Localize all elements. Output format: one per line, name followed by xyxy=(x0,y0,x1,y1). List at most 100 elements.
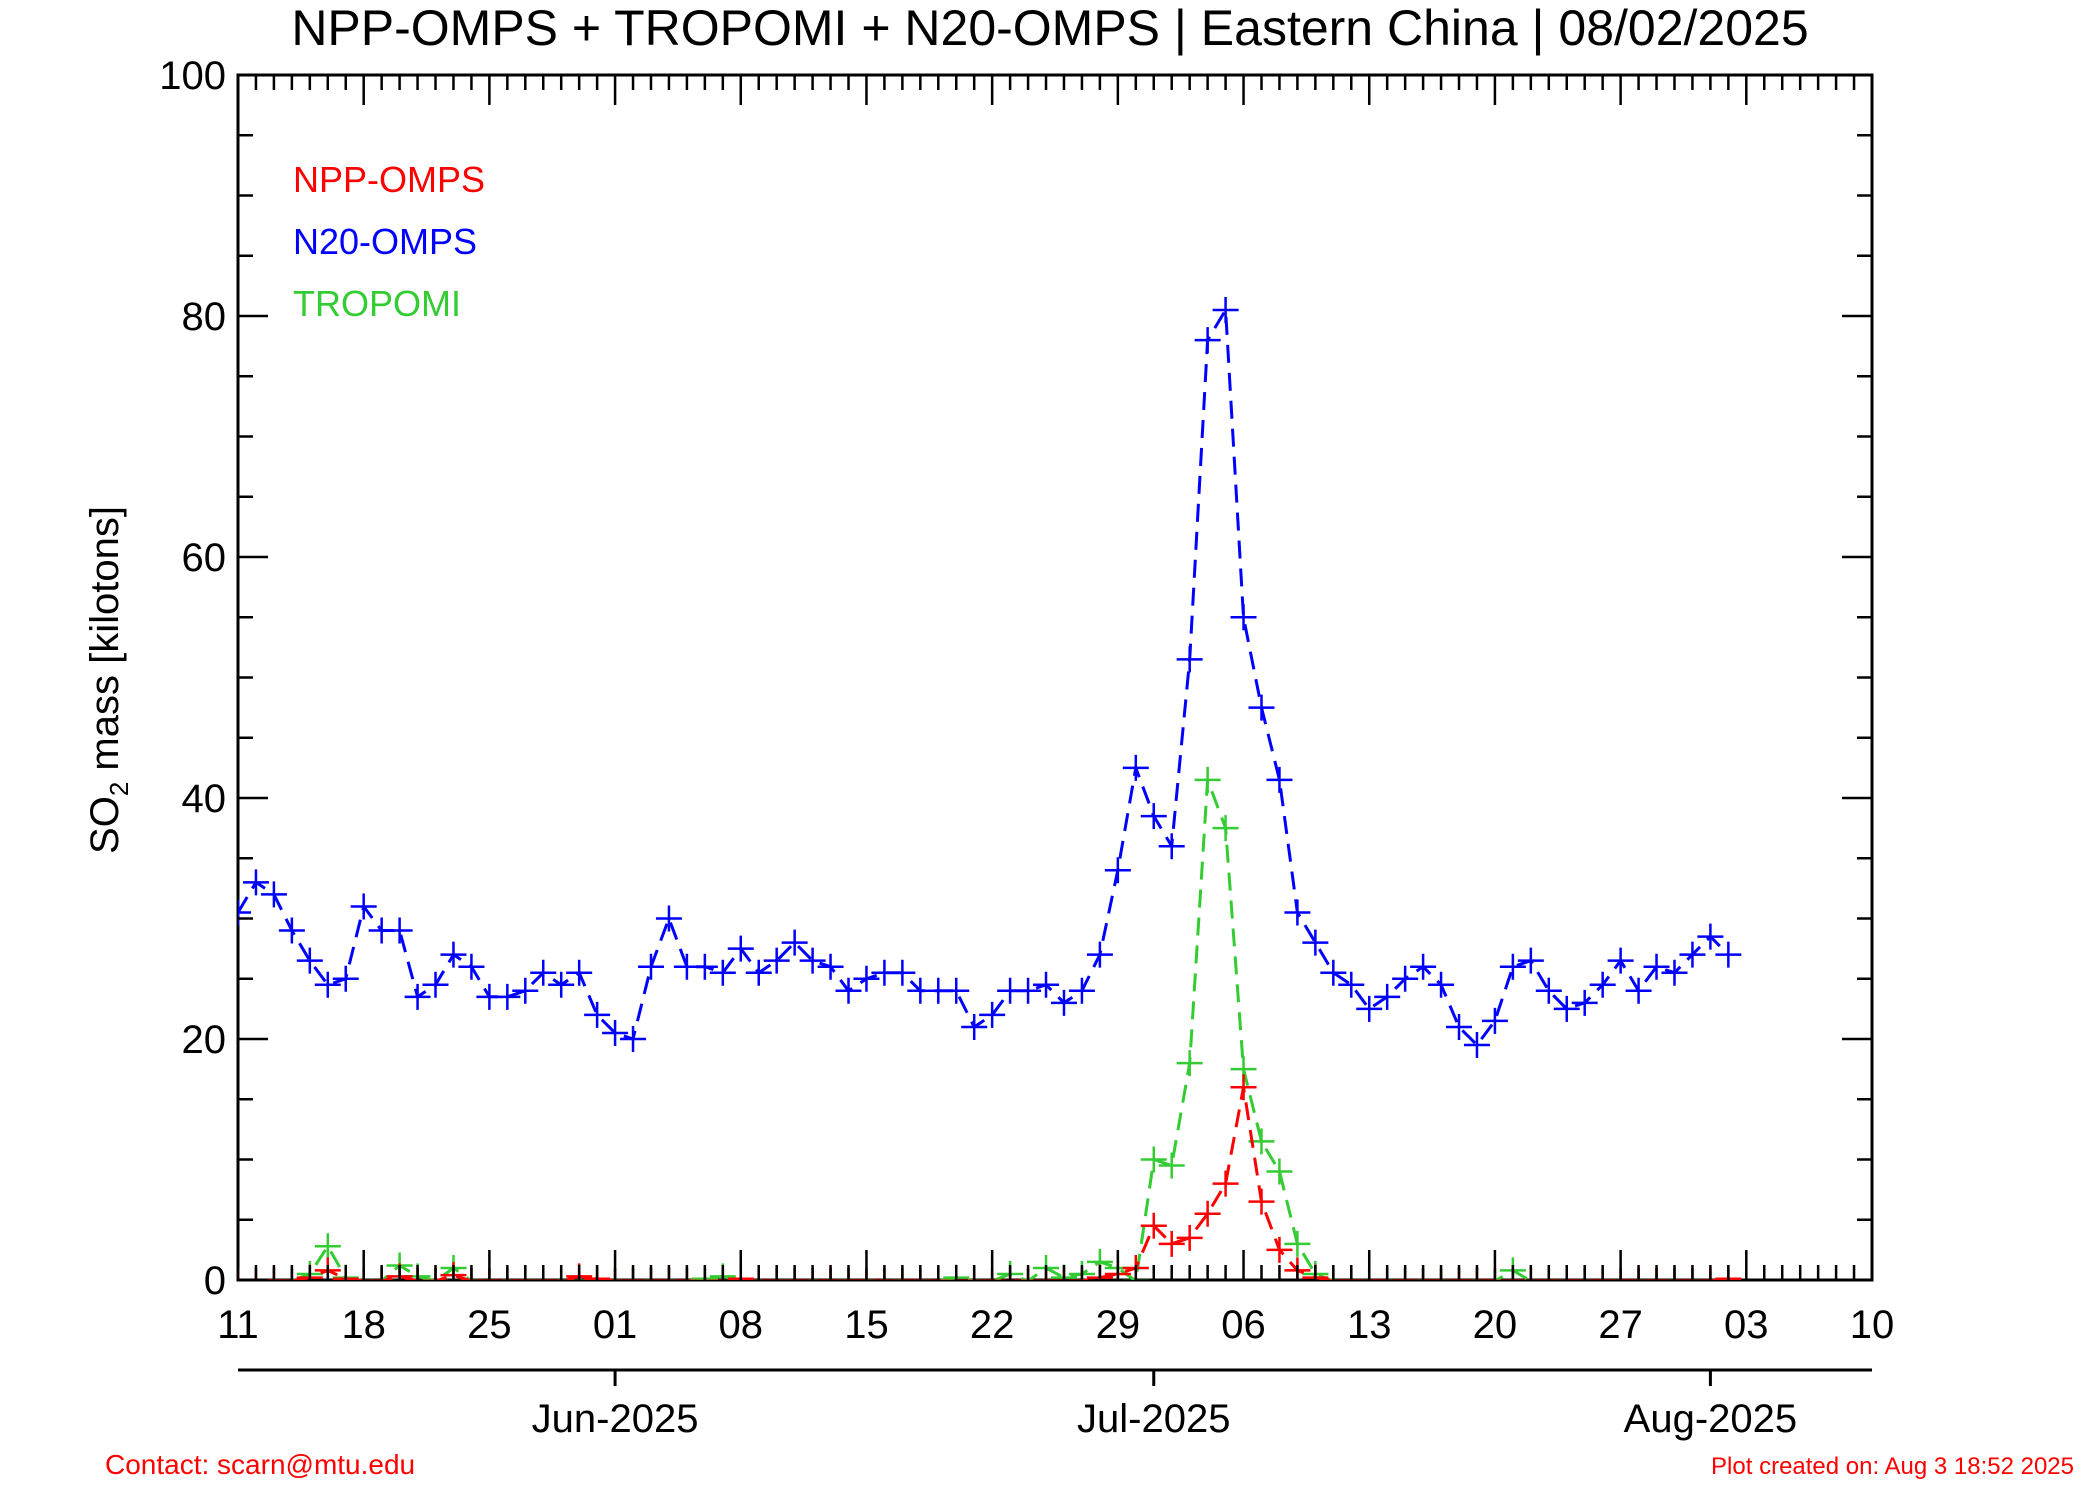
y-tick-label: 20 xyxy=(182,1018,227,1062)
data-point-n20-omps xyxy=(260,881,287,908)
data-point-n20-omps xyxy=(745,959,772,986)
data-point-n20-omps xyxy=(727,935,754,962)
data-point-npp-omps xyxy=(1248,1188,1275,1215)
y-axis-label-rest: mass [kilotons] xyxy=(83,506,127,782)
x-tick-label: 13 xyxy=(1347,1303,1392,1347)
data-point-n20-omps xyxy=(422,971,449,998)
data-point-n20-omps xyxy=(1481,1007,1508,1034)
data-point-n20-omps xyxy=(961,1013,988,1040)
data-point-n20-omps xyxy=(781,929,808,956)
data-point-n20-omps xyxy=(296,947,323,974)
data-point-n20-omps xyxy=(620,1026,647,1052)
series-line-tropomi xyxy=(238,779,1693,1280)
plot-frame xyxy=(236,73,1874,1282)
data-point-npp-omps xyxy=(1176,1224,1203,1251)
series-tropomi xyxy=(238,766,1706,1280)
data-point-n20-omps xyxy=(1320,959,1347,986)
data-point-n20-omps xyxy=(1428,971,1455,998)
data-point-n20-omps xyxy=(1446,1013,1473,1040)
data-point-n20-omps xyxy=(1517,947,1544,974)
data-point-n20-omps xyxy=(566,959,593,986)
data-point-n20-omps xyxy=(1068,977,1095,1004)
data-point-n20-omps xyxy=(1715,941,1742,968)
data-point-n20-omps xyxy=(889,959,916,986)
data-point-n20-omps xyxy=(943,977,970,1004)
data-point-n20-omps xyxy=(1284,899,1311,926)
data-point-n20-omps xyxy=(1589,971,1616,998)
data-point-n20-omps xyxy=(1410,953,1437,980)
data-point-n20-omps xyxy=(691,953,718,980)
x-tick-label: 29 xyxy=(1096,1303,1141,1347)
data-point-tropomi xyxy=(1194,766,1221,793)
data-point-n20-omps xyxy=(1625,977,1652,1004)
data-point-n20-omps xyxy=(458,953,485,980)
data-point-n20-omps xyxy=(1679,941,1706,968)
data-point-n20-omps xyxy=(350,893,377,920)
data-point-n20-omps xyxy=(799,947,826,974)
data-point-tropomi xyxy=(1284,1230,1311,1257)
data-point-n20-omps xyxy=(1230,604,1257,631)
x-tick-label: 01 xyxy=(593,1303,638,1347)
data-point-n20-omps xyxy=(1607,947,1634,974)
data-point-n20-omps xyxy=(1086,941,1113,968)
legend-entry-npp-omps: NPP-OMPS xyxy=(293,159,485,200)
data-point-n20-omps xyxy=(817,953,844,980)
data-point-n20-omps xyxy=(1194,327,1221,354)
data-point-npp-omps xyxy=(1212,1170,1239,1197)
data-point-n20-omps xyxy=(494,983,521,1010)
y-tick-label: 0 xyxy=(204,1259,226,1303)
data-point-n20-omps xyxy=(1050,989,1077,1016)
data-point-n20-omps xyxy=(314,971,341,998)
series-line-n20-omps xyxy=(238,305,1730,1048)
y-axis-label-sub: 2 xyxy=(104,782,134,796)
series-line-npp-omps xyxy=(238,1086,1729,1280)
data-point-n20-omps xyxy=(386,917,413,944)
month-label: Jun-2025 xyxy=(532,1397,699,1441)
data-point-n20-omps xyxy=(512,977,539,1004)
data-point-n20-omps xyxy=(1104,857,1131,884)
month-label: Jul-2025 xyxy=(1077,1397,1230,1441)
data-point-n20-omps xyxy=(1033,971,1060,998)
x-tick-label: 08 xyxy=(719,1303,764,1347)
data-point-n20-omps xyxy=(602,1019,629,1046)
x-tick-label: 22 xyxy=(970,1303,1015,1347)
data-point-n20-omps xyxy=(1499,953,1526,980)
data-point-n20-omps xyxy=(1661,959,1688,986)
data-point-tropomi xyxy=(1140,1146,1167,1173)
data-point-npp-omps xyxy=(1140,1212,1167,1239)
y-tick-label: 40 xyxy=(182,777,227,821)
y-tick-label: 60 xyxy=(182,536,227,580)
data-point-n20-omps xyxy=(1158,833,1185,860)
data-point-n20-omps xyxy=(404,983,431,1010)
data-point-npp-omps xyxy=(1266,1236,1293,1263)
data-point-tropomi xyxy=(1158,1152,1185,1179)
data-point-n20-omps xyxy=(1571,989,1598,1016)
chart-title: NPP-OMPS + TROPOMI + N20-OMPS | Eastern … xyxy=(291,0,1808,56)
data-point-n20-omps xyxy=(1302,929,1329,956)
data-point-npp-omps xyxy=(1158,1230,1185,1257)
data-point-n20-omps xyxy=(1015,977,1042,1004)
data-point-n20-omps xyxy=(709,959,736,986)
data-point-n20-omps xyxy=(1356,995,1383,1022)
y-tick-label: 80 xyxy=(182,295,227,339)
data-point-n20-omps xyxy=(1553,995,1580,1022)
x-axis: 11 18 25 01 08 15 22 29 06 13 20 27 03 10 xyxy=(217,75,1894,1347)
data-point-n20-omps xyxy=(637,953,664,980)
data-point-n20-omps xyxy=(530,959,557,986)
legend-entry-n20-omps: N20-OMPS xyxy=(293,221,477,262)
data-point-tropomi xyxy=(1212,815,1239,842)
plot-created-footer: Plot created on: Aug 3 18:52 2025 xyxy=(1711,1453,2074,1480)
data-point-n20-omps xyxy=(853,965,880,992)
series-clip-group xyxy=(238,296,1742,1280)
month-label: Aug-2025 xyxy=(1624,1397,1797,1441)
x-tick-label: 15 xyxy=(844,1303,889,1347)
data-point-tropomi xyxy=(1266,1158,1293,1185)
x-tick-label: 11 xyxy=(217,1303,259,1347)
x-tick-label: 10 xyxy=(1850,1303,1895,1347)
data-point-n20-omps xyxy=(1463,1032,1490,1059)
data-point-n20-omps xyxy=(1266,766,1293,793)
data-point-n20-omps xyxy=(655,905,682,932)
data-point-n20-omps xyxy=(1248,694,1275,721)
plot-border xyxy=(236,73,1874,1282)
data-point-n20-omps xyxy=(1122,754,1149,781)
